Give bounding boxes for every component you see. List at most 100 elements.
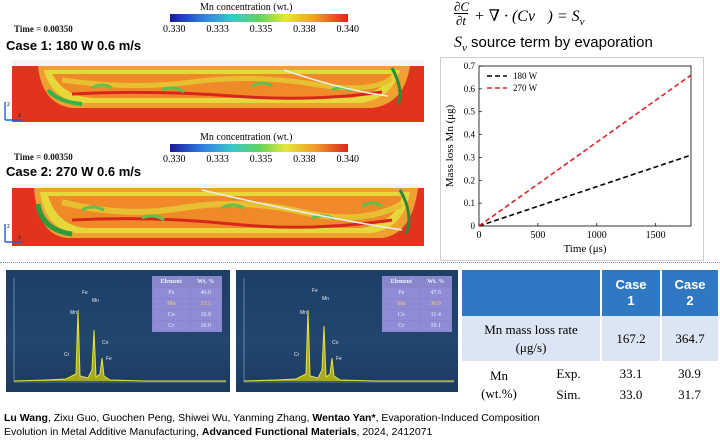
melt-pool-field-case2 <box>12 184 424 246</box>
colorbar-label-1: Mn concentration (wt.) <box>200 2 293 13</box>
x-tick-label: 500 <box>530 230 545 241</box>
y-tick-label: 0.5 <box>464 107 476 117</box>
axis-x-label: x <box>18 113 21 119</box>
y-tick-label: 0.1 <box>464 198 475 208</box>
citation: Lu Wang, Zixu Guo, Guochen Peng, Shiwei … <box>4 411 716 439</box>
equation-source-sub: v <box>462 42 467 54</box>
citation-authors: , Zixu Guo, Guochen Peng, Shiwei Wu, Yan… <box>47 412 313 424</box>
axis-triad-icon: z x <box>4 224 22 243</box>
axis-x-label: x <box>18 235 21 241</box>
axis-z-label: z <box>7 224 10 230</box>
results-corner <box>462 270 602 316</box>
results-row-wt-label-b: (wt.%) <box>481 385 517 401</box>
melt-pool-field-case1 <box>12 60 424 122</box>
eds-peak-label: Co <box>332 340 339 346</box>
eds-element: Mn <box>152 298 191 310</box>
colorbar-tick: 0.333 <box>206 24 229 35</box>
axis-triad-icon: z x <box>4 102 22 121</box>
eds-header: Element <box>152 276 191 288</box>
results-row-rate-label-b: (μg/s) <box>515 339 547 355</box>
eds-spectrum-2: Mn Mn Fe Co Cr Fe Element Wt. % Fe 47.6 Mn… <box>236 270 458 392</box>
eds-table-2: Element Wt. % Fe 47.6 Mn 30.9 Co 11.4 Cr 10.1 <box>382 276 453 332</box>
citation-journal: Advanced Functional Materials <box>201 426 357 438</box>
x-tick-label: 1500 <box>646 230 666 241</box>
mass-loss-chart-svg: 0 0.1 0.2 0.3 0.4 0.5 0.6 0.7 0 500 1000 1500 180 … <box>444 61 692 255</box>
colorbar-tick: 0.340 <box>336 154 360 165</box>
eds-spectrum-1-graphic: Mn Mn Fe Co Cr Fe <box>13 278 226 383</box>
eds-peak-label: Mn <box>70 310 77 316</box>
x-tick-label: 0 <box>477 230 482 241</box>
chart-ylabel: Mass loss Mn (μg) <box>444 104 456 187</box>
citation-title-part1: , Evaporation-Induced Composition <box>375 412 540 424</box>
eds-peak-label: Fe <box>106 356 112 362</box>
eds-value: 47.6 <box>419 287 453 299</box>
results-rate-case2: 364.7 <box>661 316 718 363</box>
series-line-1 <box>478 154 692 227</box>
y-tick-label: 0.7 <box>464 61 476 71</box>
results-rate-case1: 167.2 <box>601 316 662 363</box>
eds-peak-label: Cr <box>294 352 300 358</box>
results-row-exp-label: Exp. <box>536 362 601 384</box>
colorbar-tick: 0.330 <box>163 24 186 35</box>
eds-value: 46.0 <box>189 287 223 299</box>
eds-value: 10.0 <box>189 320 223 332</box>
equation-numerator: ∂C <box>454 0 470 14</box>
results-sim-case2: 31.7 <box>661 384 718 406</box>
governing-equation: ∂C ∂t + ∇ · (Cv⃗) = Sv Sv source term by… <box>452 0 718 60</box>
equation-rest: + ∇ · (Cv⃗) = Sv <box>474 6 585 28</box>
eds-peak-label: Co <box>102 340 109 346</box>
eds-element: Mn <box>382 298 421 310</box>
eds-element: Co <box>382 309 421 321</box>
results-table: Case 1 Case 2 Mn mass loss rate (μg/s) 167.… <box>462 270 718 406</box>
axis-triad-case1: z x <box>2 96 24 129</box>
equation-rest-sub: v <box>579 16 585 29</box>
y-tick-label: 0 <box>471 221 476 231</box>
sim-time-2: Time = 0.00350 <box>14 152 73 162</box>
eds-peak-label: Mn <box>300 310 307 316</box>
melt-pool-case1-graphic <box>12 60 424 122</box>
y-tick-label: 0.3 <box>464 152 476 162</box>
citation-year-id: , 2024, 2412071 <box>356 426 433 438</box>
equation-fraction: ∂C ∂t <box>454 0 470 28</box>
eds-header: Wt. % <box>419 276 453 288</box>
x-tick-label: 1000 <box>587 230 607 241</box>
sim-time-1: Time = 0.00350 <box>14 24 73 34</box>
y-tick-label: 0.6 <box>464 84 476 94</box>
eds-peak-label: Mn <box>322 296 329 302</box>
colorbar-2 <box>170 144 348 152</box>
eds-element: Cr <box>382 320 421 332</box>
colorbar-tick: 0.333 <box>206 154 229 165</box>
eds-element: Cr <box>152 320 191 332</box>
results-exp-case2: 30.9 <box>661 362 718 384</box>
equation-denominator: ∂t <box>455 13 467 28</box>
colorbar-tick: 0.335 <box>249 24 273 35</box>
eds-value: 30.9 <box>419 298 453 310</box>
colorbar-tick: 0.338 <box>293 24 316 35</box>
eds-table-1: Element Wt. % Fe 46.0 Mn 33.1 Co 10.9 Cr 10.0 <box>152 276 223 332</box>
axis-triad-case2: z x <box>2 218 24 251</box>
legend-label: 180 W <box>513 71 538 81</box>
equation-source-term: Sv source term by evaporation <box>454 34 653 54</box>
eds-value: 10.9 <box>189 309 223 321</box>
results-row-rate-label: Mn mass loss rate (μg/s) <box>462 316 602 363</box>
case1-title: Case 1: 180 W 0.6 m/s <box>6 38 142 53</box>
eds-peak-label: Cr <box>64 352 70 358</box>
results-col-case2-a: Case <box>674 277 706 292</box>
y-tick-label: 0.2 <box>464 175 475 185</box>
plot-frame <box>478 65 692 227</box>
results-col-case1: Case 1 <box>601 270 662 316</box>
eds-element: Co <box>152 309 191 321</box>
eds-value: 11.4 <box>419 309 453 321</box>
case2-title: Case 2: 270 W 0.6 m/s <box>6 164 142 179</box>
eds-peak-label: Fe <box>336 356 342 362</box>
citation-title-part2: Evolution in Metal Additive Manufacturin… <box>4 426 202 438</box>
colorbar-tick: 0.338 <box>293 154 316 165</box>
results-col-case2-b: 2 <box>686 293 694 308</box>
results-row-rate-label-a: Mn mass loss rate <box>484 321 578 337</box>
eds-header: Element <box>382 276 421 288</box>
axis-z-label: z <box>7 102 10 108</box>
colorbar-ticks-2: 0.330 0.333 0.335 0.338 0.340 <box>163 154 359 165</box>
citation-line-2: Evolution in Metal Additive Manufacturin… <box>4 425 716 439</box>
results-row-wt-label-a: Mn <box>489 367 509 383</box>
eds-element: Fe <box>152 287 191 299</box>
